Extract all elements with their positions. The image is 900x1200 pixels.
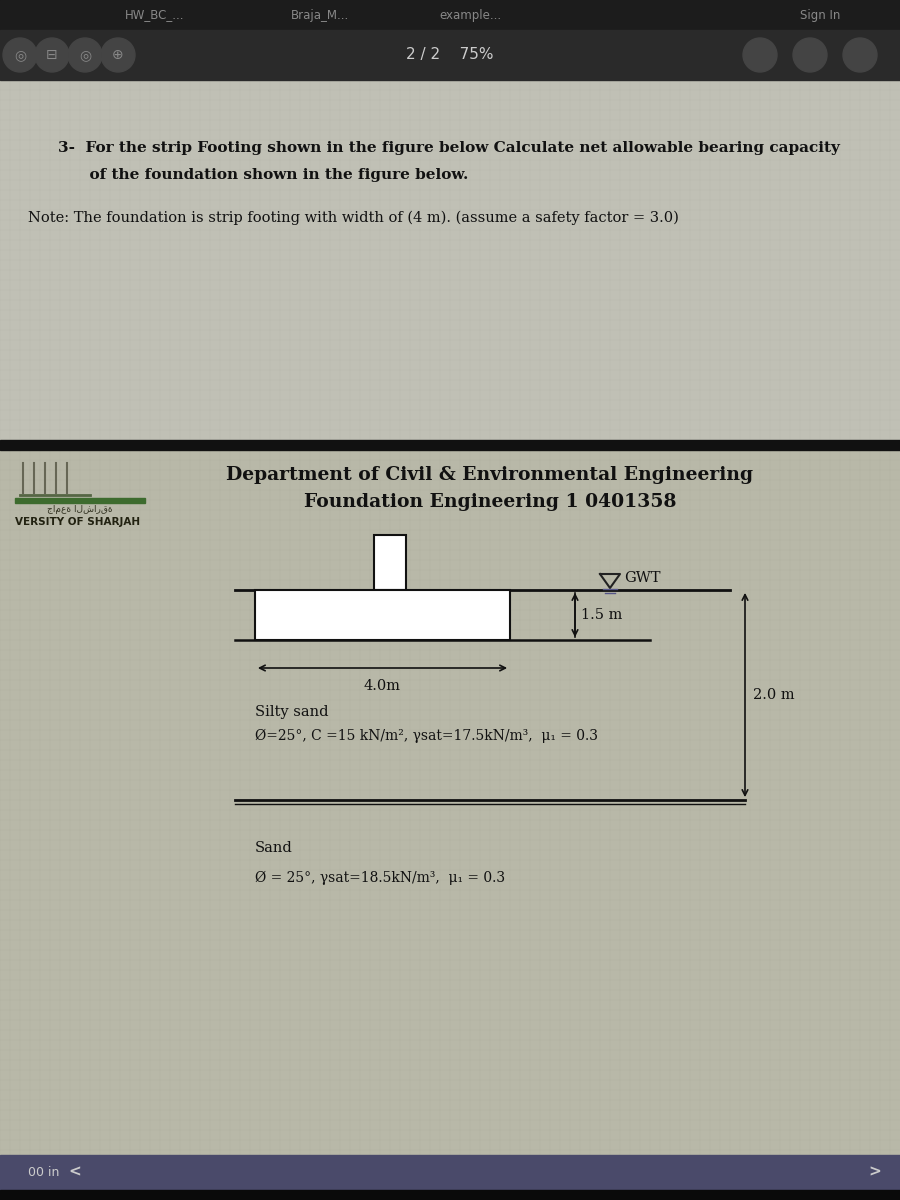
Bar <box>15 498 145 503</box>
Bar <box>0 30 900 80</box>
Bar <box>255 590 510 640</box>
Circle shape <box>35 38 69 72</box>
Text: Sand: Sand <box>255 841 292 854</box>
Text: ⊟: ⊟ <box>46 48 58 62</box>
Text: HW_BC_...: HW_BC_... <box>125 8 184 22</box>
Bar <box>0 0 900 30</box>
Circle shape <box>3 38 37 72</box>
Text: 4.0m: 4.0m <box>364 679 401 692</box>
Text: GWT: GWT <box>624 571 661 584</box>
Circle shape <box>793 38 827 72</box>
Text: ⊕: ⊕ <box>112 48 124 62</box>
Text: Department of Civil & Environmental Engineering: Department of Civil & Environmental Engi… <box>227 466 753 484</box>
Text: of the foundation shown in the figure below.: of the foundation shown in the figure be… <box>58 168 468 182</box>
Text: Sign In: Sign In <box>799 8 840 22</box>
Text: Silty sand: Silty sand <box>255 704 328 719</box>
Text: <: < <box>68 1164 81 1180</box>
Text: 2 / 2    75%: 2 / 2 75% <box>406 48 494 62</box>
Text: Note: The foundation is strip footing with width of (4 m). (assume a safety fact: Note: The foundation is strip footing wi… <box>28 211 679 226</box>
Circle shape <box>743 38 777 72</box>
Bar <box>0 80 900 440</box>
Bar <box>0 1190 900 1200</box>
Bar <box>0 440 900 450</box>
Text: >: > <box>868 1164 881 1180</box>
Text: 00 in: 00 in <box>28 1165 59 1178</box>
Text: VERSITY OF SHARJAH: VERSITY OF SHARJAH <box>15 517 140 527</box>
Text: Braja_M...: Braja_M... <box>291 8 349 22</box>
Text: 2.0 m: 2.0 m <box>753 688 795 702</box>
Circle shape <box>68 38 102 72</box>
Text: Ø = 25°, γsat=18.5kN/m³,  μ₁ = 0.3: Ø = 25°, γsat=18.5kN/m³, μ₁ = 0.3 <box>255 871 505 886</box>
Text: 3-  For the strip Footing shown in the figure below Calculate net allowable bear: 3- For the strip Footing shown in the fi… <box>58 140 840 155</box>
Circle shape <box>843 38 877 72</box>
Text: Foundation Engineering 1 0401358: Foundation Engineering 1 0401358 <box>304 493 676 511</box>
Text: ◎: ◎ <box>79 48 91 62</box>
Text: example...: example... <box>439 8 501 22</box>
Text: 1.5 m: 1.5 m <box>581 608 623 622</box>
Text: جامعة الشارقة: جامعة الشارقة <box>47 505 112 515</box>
Text: ◎: ◎ <box>14 48 26 62</box>
Text: Ø=25°, C =15 kN/m², γsat=17.5kN/m³,  μ₁ = 0.3: Ø=25°, C =15 kN/m², γsat=17.5kN/m³, μ₁ =… <box>255 728 598 743</box>
Bar <box>0 450 900 1154</box>
Bar <box>0 1154 900 1190</box>
Bar <box>374 535 406 590</box>
Circle shape <box>101 38 135 72</box>
